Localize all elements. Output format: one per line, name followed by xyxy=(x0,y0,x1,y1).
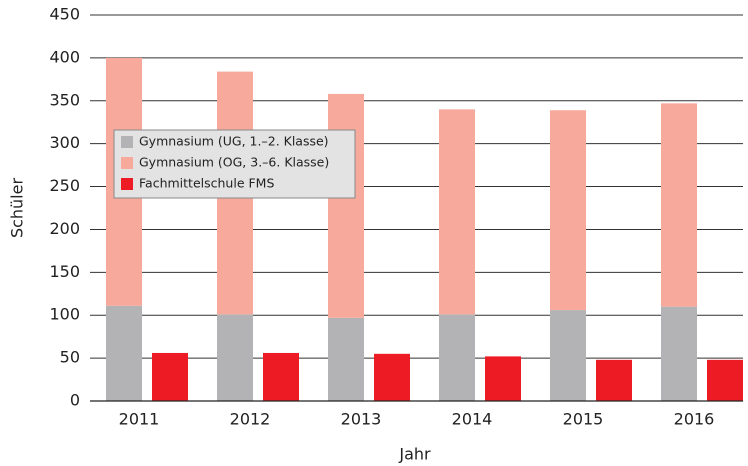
y-tick-label: 200 xyxy=(49,219,80,238)
y-tick-label: 400 xyxy=(49,47,80,66)
bar xyxy=(596,359,632,401)
bar xyxy=(439,314,475,401)
legend-swatch xyxy=(121,136,133,148)
bar xyxy=(550,110,586,311)
bar xyxy=(661,103,697,307)
x-tick-label: 2011 xyxy=(119,410,160,429)
y-tick-label: 50 xyxy=(60,348,80,367)
bar xyxy=(439,109,475,315)
bar xyxy=(328,317,364,401)
bar xyxy=(374,353,410,401)
x-tick-label: 2014 xyxy=(452,410,493,429)
x-tick-label: 2013 xyxy=(341,410,382,429)
bar xyxy=(152,352,188,401)
bar xyxy=(550,310,586,401)
x-tick-label: 2015 xyxy=(563,410,604,429)
bar xyxy=(661,306,697,401)
y-tick-label: 350 xyxy=(49,90,80,109)
x-tick-label: 2012 xyxy=(230,410,271,429)
y-tick-label: 150 xyxy=(49,262,80,281)
x-axis-label: Jahr xyxy=(398,445,431,464)
y-tick-label: 100 xyxy=(49,305,80,324)
bar xyxy=(328,93,364,318)
bar xyxy=(707,359,743,401)
y-tick-label: 300 xyxy=(49,133,80,152)
x-tick-label: 2016 xyxy=(674,410,715,429)
legend-swatch xyxy=(121,157,133,169)
bar xyxy=(217,314,253,401)
legend-swatch xyxy=(121,178,133,190)
y-tick-label: 450 xyxy=(49,5,80,24)
y-axis-label: Schüler xyxy=(8,178,27,239)
bar xyxy=(106,305,142,401)
legend: Gymnasium (UG, 1.–2. Klasse) Gymnasium (O… xyxy=(113,129,356,199)
legend-label: Gymnasium (UG, 1.–2. Klasse) xyxy=(139,134,329,149)
legend-box xyxy=(113,129,356,199)
legend-label: Gymnasium (OG, 3.–6. Klasse) xyxy=(139,155,329,170)
y-tick-label: 250 xyxy=(49,176,80,195)
bar xyxy=(263,352,299,401)
legend-label: Fachmittelschule FMS xyxy=(139,176,274,191)
bar xyxy=(485,356,521,401)
y-tick-label: 0 xyxy=(70,391,80,410)
